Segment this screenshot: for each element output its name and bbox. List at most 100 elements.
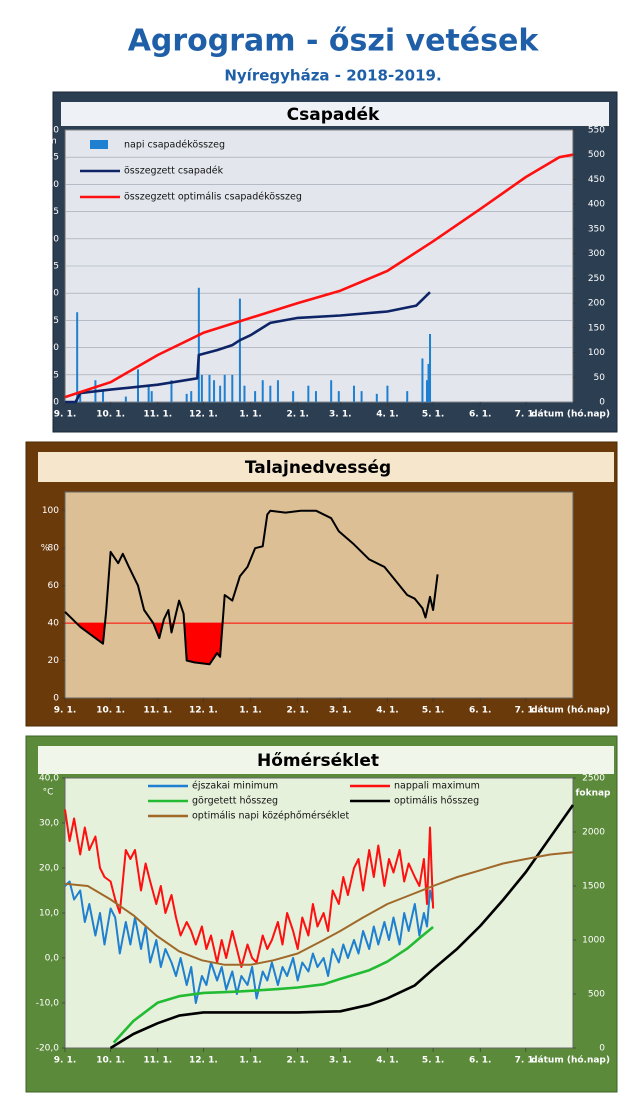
y-tick-label: 10 xyxy=(48,343,60,353)
x-tick-label: 1. 1. xyxy=(239,1056,262,1066)
x-tick-label: 3. 1. xyxy=(329,410,352,420)
y-tick-label: 0 xyxy=(53,694,59,704)
bar xyxy=(147,385,150,402)
x-tick-label: 4. 1. xyxy=(376,1056,399,1066)
y2-tick-label: 250 xyxy=(588,274,605,284)
bar xyxy=(429,334,432,402)
line xyxy=(64,509,439,666)
bar xyxy=(421,358,424,402)
bar xyxy=(425,380,428,402)
y-tick-label: 50 xyxy=(48,126,60,136)
y-unit: °C xyxy=(43,788,54,798)
bar xyxy=(406,391,409,402)
legend-label: éjszakai minimum xyxy=(192,781,278,792)
plot-area xyxy=(64,777,574,1049)
y-tick-label: 40 xyxy=(48,180,60,190)
bar xyxy=(276,380,279,402)
bar xyxy=(269,385,272,402)
y2-tick-label: 500 xyxy=(588,150,605,160)
legend-label: összegzett optimális csapadékösszeg xyxy=(124,192,302,203)
bar xyxy=(79,391,82,402)
bar xyxy=(213,380,216,402)
x-tick-label: 1. 1. xyxy=(239,410,262,420)
x-tick-label: 11. 1. xyxy=(143,410,172,420)
x-tick-label: 5. 1. xyxy=(422,410,445,420)
bar xyxy=(307,385,310,402)
y2-tick-label: 2500 xyxy=(582,774,605,784)
y-tick-label: -20,0 xyxy=(36,1044,60,1054)
bar xyxy=(197,287,200,402)
x-tick-label: 2. 1. xyxy=(286,410,309,420)
bar xyxy=(150,391,153,402)
bar xyxy=(231,374,234,402)
y-tick-label: 30 xyxy=(48,234,60,244)
legend-label: optimális napi középhőmérséklet xyxy=(192,811,350,822)
x-tick-label: 3. 1. xyxy=(329,706,352,716)
y-tick-label: 20 xyxy=(48,656,60,666)
panel-header xyxy=(38,452,614,482)
plot-area xyxy=(64,491,574,699)
page-subtitle: Nyíregyháza - 2018-2019. xyxy=(224,67,441,85)
panel-header xyxy=(38,746,614,774)
page-title: Agrogram - őszi vetések xyxy=(128,24,540,59)
legend-label: napi csapadékösszeg xyxy=(124,140,225,151)
y2-tick-label: 150 xyxy=(588,323,605,333)
y2-tick-label: 550 xyxy=(588,126,605,136)
bar xyxy=(261,380,264,402)
x-tick-label: 4. 1. xyxy=(376,706,399,716)
x-tick-label: 6. 1. xyxy=(469,706,492,716)
x-tick-label: 7. 1. xyxy=(515,1056,538,1066)
y2-tick-label: 350 xyxy=(588,224,605,234)
x-tick-label: 3. 1. xyxy=(329,1056,352,1066)
y-tick-label: 45 xyxy=(48,153,59,163)
bar xyxy=(386,385,389,402)
y-unit: mm xyxy=(39,137,57,147)
y-tick-label: 25 xyxy=(48,262,59,272)
line xyxy=(64,153,574,399)
y2-tick-label: 300 xyxy=(588,249,605,259)
x-tick-label: 1. 1. xyxy=(239,706,262,716)
y2-tick-label: 2000 xyxy=(582,828,605,838)
bar xyxy=(124,396,127,402)
y2-tick-label: 0 xyxy=(599,398,605,408)
y2-tick-label: 450 xyxy=(588,175,605,185)
panel-title: Csapadék xyxy=(287,105,380,125)
bar xyxy=(200,374,203,402)
y-tick-label: 40 xyxy=(48,619,60,629)
x-tick-label: 4. 1. xyxy=(376,410,399,420)
y-tick-label: 30,0 xyxy=(39,819,59,829)
bar xyxy=(330,380,333,402)
bar xyxy=(208,374,211,402)
panel-title: Talajnedvesség xyxy=(245,458,391,478)
legend-marker xyxy=(90,140,108,149)
y-tick-label: 0,0 xyxy=(45,954,60,964)
bar xyxy=(254,391,257,402)
y-tick-label: 20 xyxy=(48,289,60,299)
y-tick-label: 10,0 xyxy=(39,909,59,919)
legend-label: összegzett csapadék xyxy=(124,166,224,177)
line xyxy=(109,804,575,1050)
bar xyxy=(292,391,295,402)
legend-label: nappali maximum xyxy=(394,781,480,792)
panel-title: Hőmérséklet xyxy=(257,751,379,771)
y-tick-label: 100 xyxy=(42,506,59,516)
line xyxy=(64,851,574,966)
bar xyxy=(185,393,188,402)
x-tick-label: 10. 1. xyxy=(96,410,125,420)
bar xyxy=(219,385,222,402)
bar xyxy=(170,380,173,402)
x-tick-label: 11. 1. xyxy=(143,706,172,716)
bar xyxy=(76,312,79,402)
y-tick-label: 5 xyxy=(53,370,59,380)
x-tick-label: 2. 1. xyxy=(286,706,309,716)
bar xyxy=(360,391,363,402)
y-tick-label: 35 xyxy=(48,207,59,217)
x-tick-label: 7. 1. xyxy=(515,706,538,716)
panel-header xyxy=(61,102,609,126)
y2-tick-label: 1000 xyxy=(582,936,605,946)
bar xyxy=(243,385,246,402)
line xyxy=(64,809,435,968)
x-tick-label: 12. 1. xyxy=(189,410,218,420)
x-axis-label: dátum (hó.nap) xyxy=(531,1055,610,1066)
y-tick-label: 40,0 xyxy=(39,774,59,784)
